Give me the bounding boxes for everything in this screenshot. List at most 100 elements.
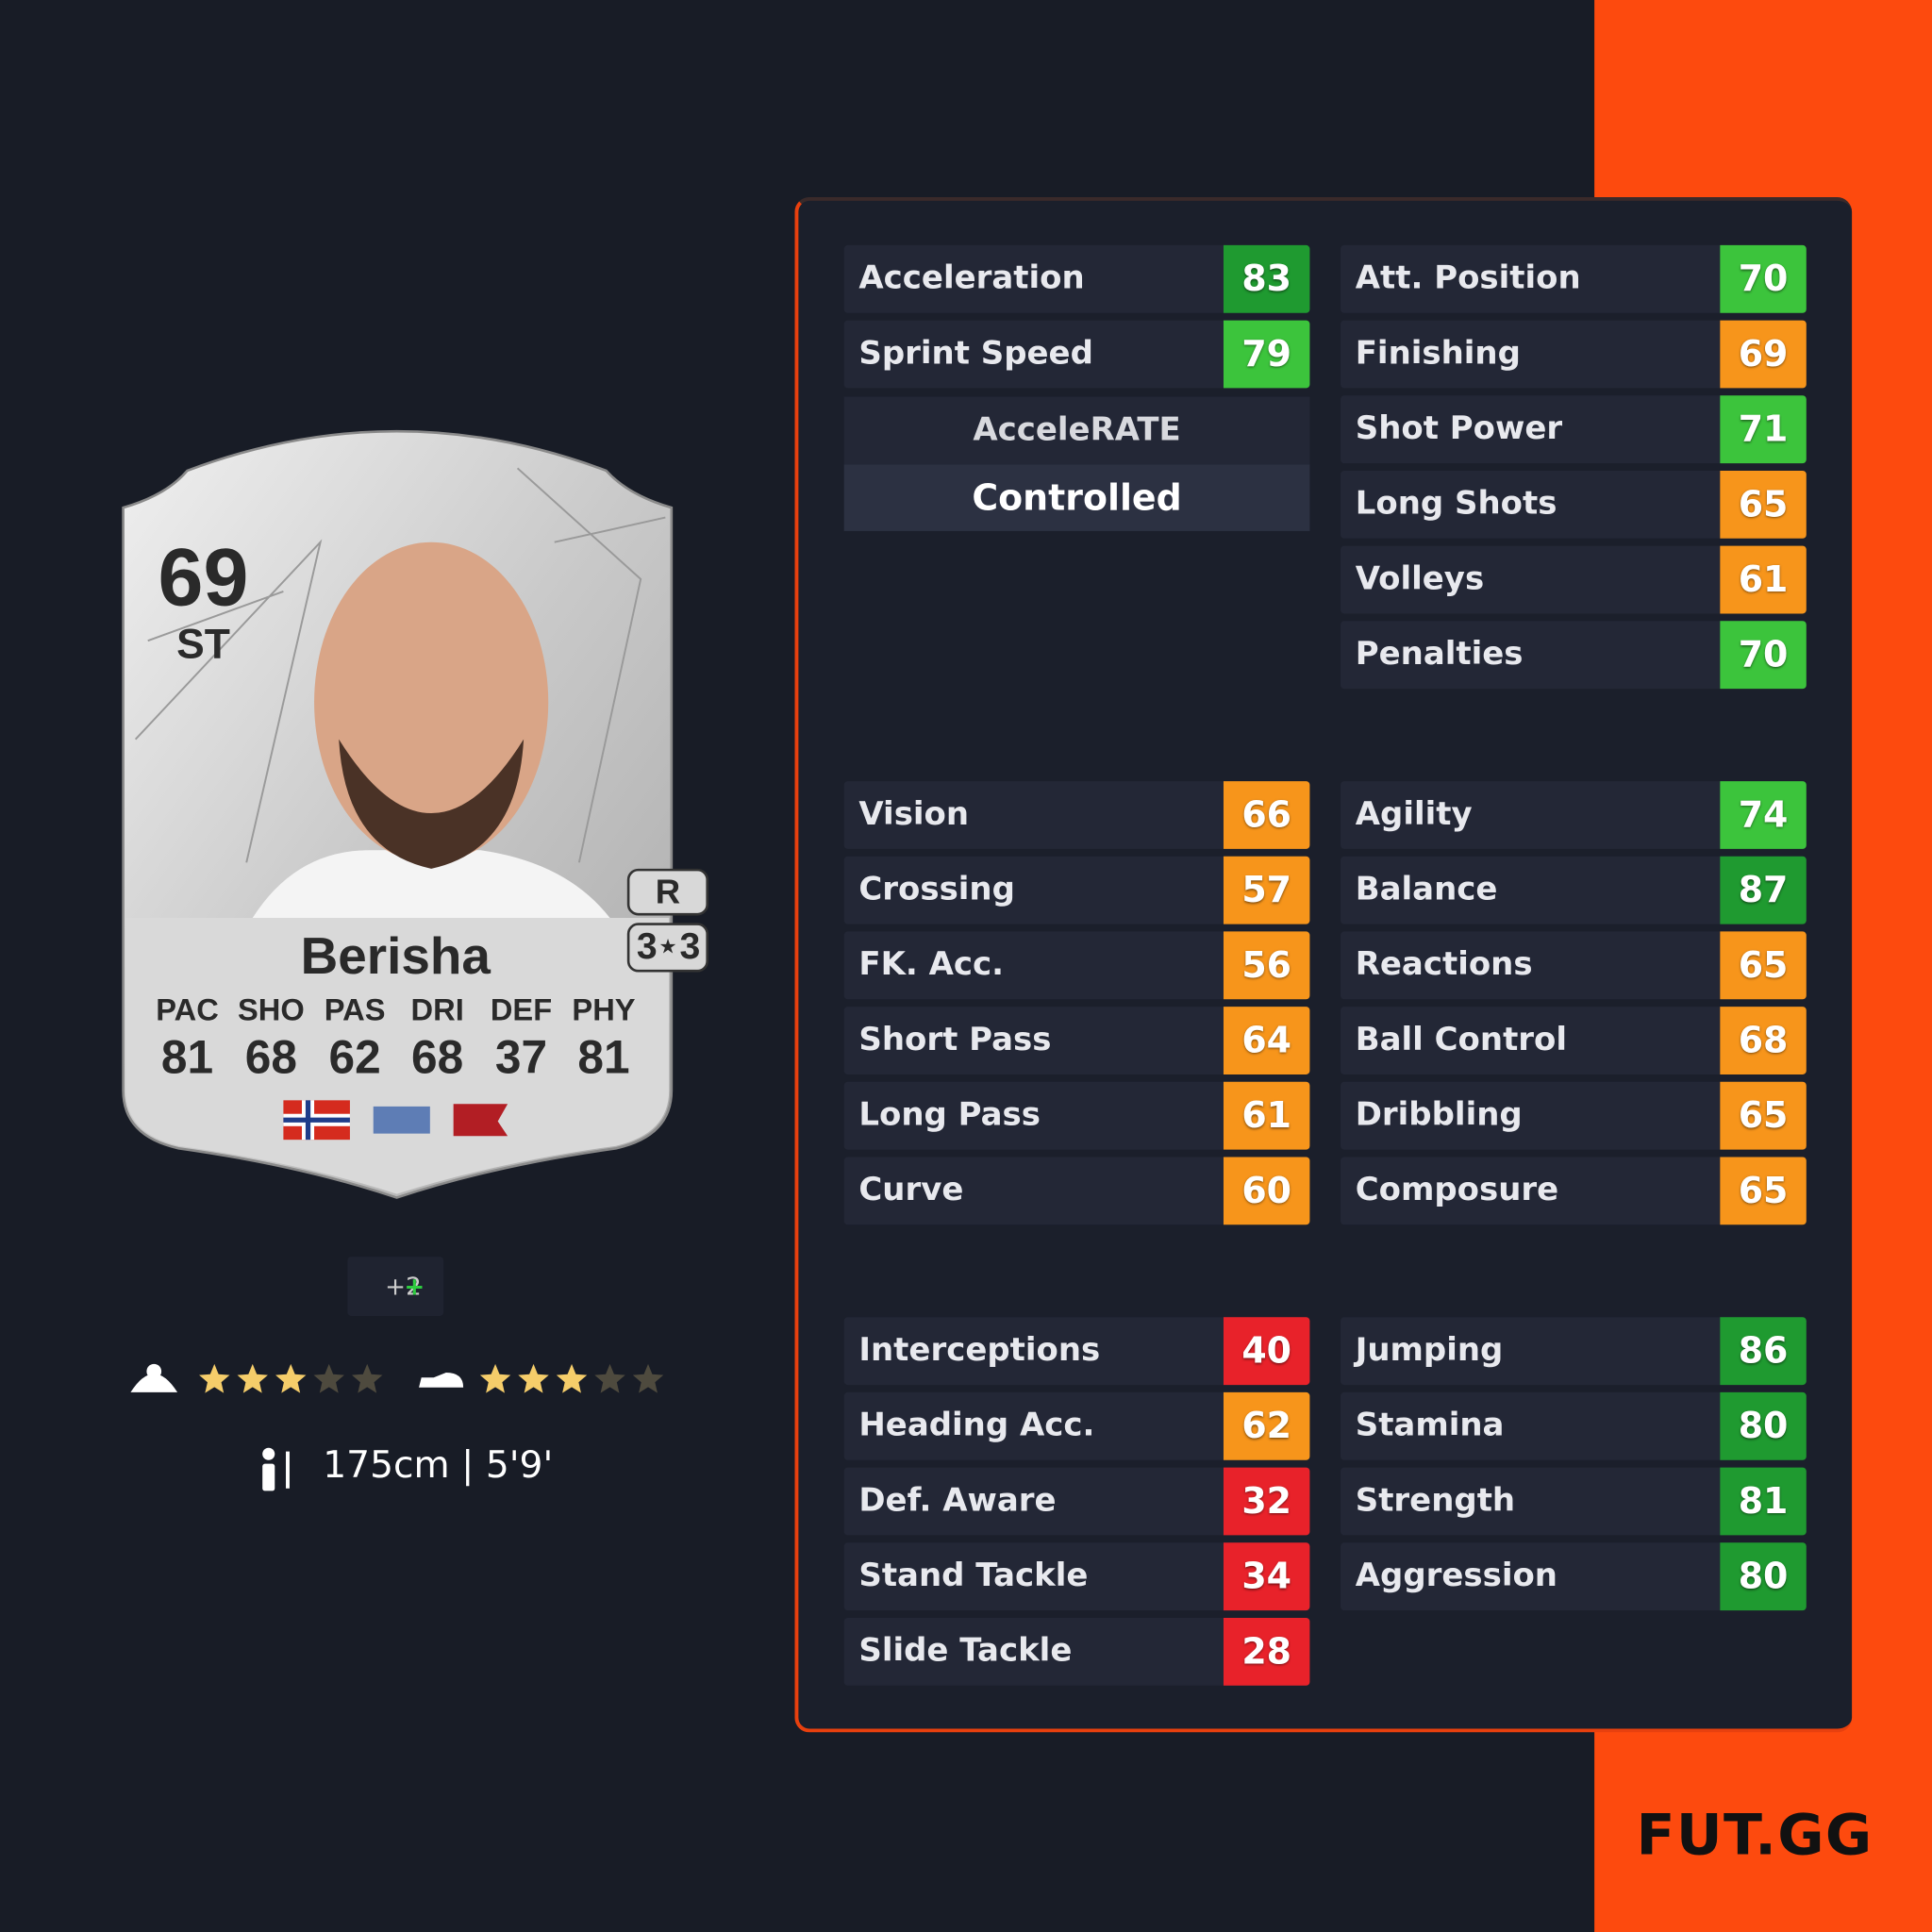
stat-row: Slide Tackle 28: [843, 1617, 1310, 1686]
face-stat-value: 68: [411, 1032, 464, 1085]
stat-value: 69: [1720, 320, 1807, 389]
stat-row: Agility 74: [1341, 781, 1807, 849]
stat-row: Dribbling 65: [1341, 1081, 1807, 1150]
stat-label: Long Pass: [858, 1096, 1041, 1134]
stat-label: Acceleration: [858, 259, 1085, 297]
card-star-icon: ★: [659, 936, 676, 957]
stat-row: Composure 65: [1341, 1157, 1807, 1225]
stat-row: Vision 66: [843, 781, 1310, 849]
star-empty: [313, 1363, 344, 1393]
accelerate-type: Controlled: [843, 464, 1310, 531]
stat-row: Stand Tackle 34: [843, 1542, 1310, 1611]
stat-label: Vision: [858, 795, 970, 833]
stat-value: 65: [1720, 1081, 1807, 1150]
stat-row: Stamina 80: [1341, 1391, 1807, 1460]
stat-value: 71: [1720, 395, 1807, 464]
stat-label: Stamina: [1355, 1407, 1505, 1444]
stat-value: 70: [1720, 621, 1807, 690]
star-filled: [518, 1363, 549, 1393]
card-weak-foot: 3: [679, 926, 701, 968]
star-filled: [275, 1363, 307, 1393]
face-stat-label: DRI: [410, 992, 464, 1028]
stat-value: 65: [1720, 931, 1807, 1000]
stat-value: 62: [1223, 1391, 1310, 1460]
club-logo: [453, 1104, 508, 1137]
stat-label: Finishing: [1355, 335, 1521, 373]
stat-label: Volleys: [1355, 560, 1485, 598]
chem-plus-icon: +: [404, 1271, 425, 1302]
stat-value: 65: [1720, 470, 1807, 539]
face-stat-value: 81: [577, 1032, 630, 1085]
stat-row: Curve 60: [843, 1157, 1310, 1225]
sm-wf-badge: [626, 923, 709, 973]
star-empty: [632, 1363, 664, 1393]
stat-label: Penalties: [1355, 635, 1524, 674]
stat-label: Crossing: [858, 871, 1015, 908]
stat-row: Balance 87: [1341, 856, 1807, 924]
flag-cross-b2: [305, 1100, 311, 1141]
stat-label: Agility: [1355, 795, 1473, 833]
stat-row: Heading Acc. 62: [843, 1391, 1310, 1460]
stat-label: Short Pass: [858, 1021, 1052, 1058]
face-stat-label: PAS: [324, 992, 386, 1028]
stat-label: Att. Position: [1355, 259, 1581, 297]
stat-value: 68: [1720, 1007, 1807, 1074]
stat-value: 80: [1720, 1542, 1807, 1611]
stat-value: 28: [1223, 1617, 1310, 1686]
league-logo: [373, 1106, 430, 1134]
stat-row: Short Pass 64: [843, 1007, 1310, 1074]
stat-value: 57: [1223, 856, 1310, 924]
face-stat-value: 68: [244, 1032, 297, 1085]
stat-value: 66: [1223, 781, 1310, 849]
card-skill-moves: 3: [636, 926, 658, 968]
chem-box: [347, 1257, 444, 1316]
card-foot: R: [655, 872, 681, 911]
stat-label: Slide Tackle: [858, 1632, 1073, 1670]
player-shirt: [252, 850, 610, 919]
stat-row: Att. Position 70: [1341, 244, 1807, 313]
star-empty: [352, 1363, 383, 1393]
stat-row: Shot Power 71: [1341, 395, 1807, 464]
logo: FUT.GG: [1636, 1801, 1874, 1869]
stat-value: 61: [1720, 545, 1807, 614]
stat-label: Reactions: [1355, 946, 1533, 984]
boot-icon: [419, 1373, 464, 1388]
stat-value: 40: [1223, 1317, 1310, 1386]
stat-value: 64: [1223, 1007, 1310, 1074]
stat-label: Shot Power: [1355, 409, 1563, 448]
stat-value: 60: [1223, 1157, 1310, 1225]
player-head: [314, 541, 549, 863]
stat-row: Volleys 61: [1341, 545, 1807, 614]
stat-row: Acceleration 83: [843, 244, 1310, 313]
foot-badge: [626, 868, 709, 916]
stat-label: Long Shots: [1355, 485, 1557, 523]
stat-label: Strength: [1355, 1482, 1516, 1520]
accelerate-label: AcceleRATE: [843, 396, 1310, 465]
star-filled: [556, 1363, 588, 1393]
stat-value: 34: [1223, 1542, 1310, 1611]
stat-row: Reactions 65: [1341, 931, 1807, 1000]
stat-label: Interceptions: [858, 1331, 1101, 1370]
card-shards: [134, 467, 666, 863]
stat-value: 87: [1720, 856, 1807, 924]
stat-row: Aggression 80: [1341, 1542, 1807, 1611]
star-filled: [199, 1363, 230, 1393]
chem-bonus: +2: [385, 1271, 422, 1302]
stat-label: Composure: [1355, 1172, 1559, 1209]
stat-label: Dribbling: [1355, 1096, 1523, 1134]
star-filled: [237, 1363, 268, 1393]
stat-row: Finishing 69: [1341, 320, 1807, 389]
player-beard: [339, 739, 525, 869]
stat-label: Jumping: [1355, 1331, 1504, 1370]
stat-label: FK. Acc.: [858, 946, 1005, 984]
stat-value: 81: [1720, 1467, 1807, 1536]
stat-row: Long Shots 65: [1341, 470, 1807, 539]
face-stat-label: PAC: [156, 992, 219, 1028]
stat-label: Sprint Speed: [858, 335, 1093, 373]
card-lower: [125, 918, 670, 1194]
stat-value: 86: [1720, 1317, 1807, 1386]
stat-row: Long Pass 61: [843, 1081, 1310, 1150]
face-stat-label: SHO: [237, 992, 305, 1028]
